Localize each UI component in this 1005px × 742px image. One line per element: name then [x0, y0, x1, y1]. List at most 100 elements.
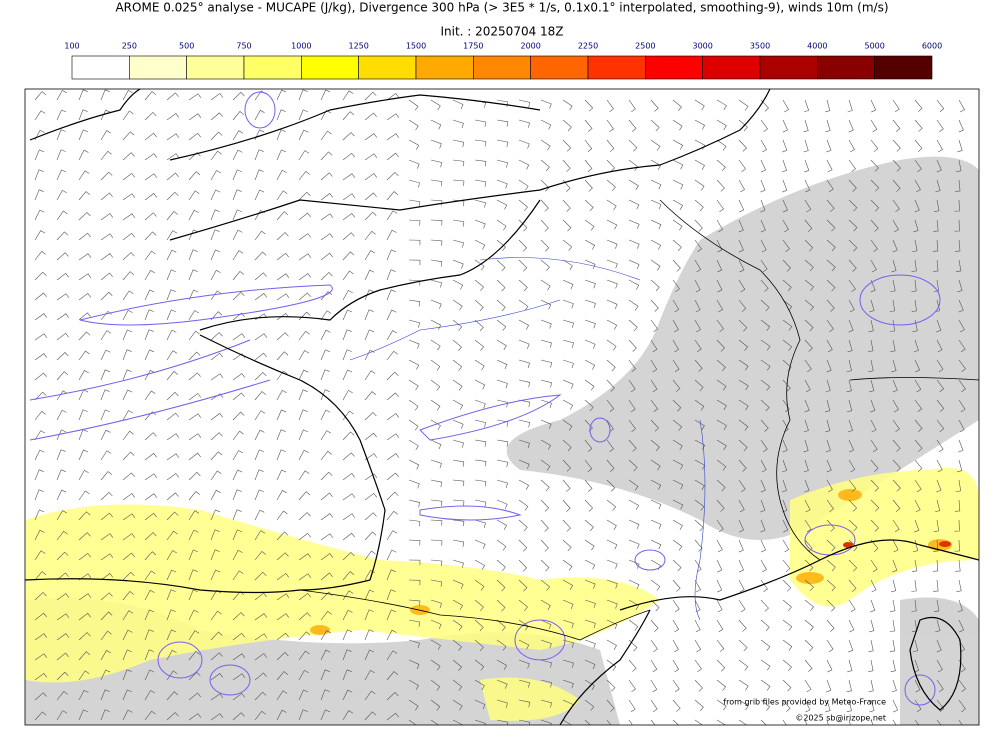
wind-barb [34, 509, 44, 521]
wind-barb [628, 539, 640, 549]
wind-barb [166, 371, 178, 381]
yellow-area [790, 468, 979, 607]
wind-barb [320, 610, 332, 621]
wind-barb [408, 439, 419, 451]
wind-barb [56, 633, 70, 641]
wind-barb [34, 149, 44, 161]
wind-barb [342, 251, 355, 261]
wind-barb [716, 519, 724, 533]
wind-barb [628, 379, 636, 393]
wind-barb [803, 419, 809, 433]
wind-barb [518, 419, 531, 428]
wind-barb [430, 359, 441, 371]
wind-barb [892, 219, 899, 233]
wind-barb [738, 139, 747, 152]
wind-barb [518, 239, 528, 252]
wind-barb [628, 619, 639, 631]
wind-barb [760, 119, 768, 133]
wind-barb [254, 333, 268, 341]
wind-barb [386, 472, 399, 481]
wind-barb [452, 439, 464, 448]
wind-barb [694, 319, 701, 333]
wind-barb [144, 329, 154, 341]
coast [25, 578, 301, 594]
wind-barb [782, 99, 789, 113]
wind-barb [518, 479, 530, 490]
wind-barb [782, 199, 788, 213]
wind-barb [738, 499, 745, 513]
wind-barb [188, 152, 201, 161]
wind-barb [628, 119, 637, 132]
wind-barb [694, 579, 701, 593]
wind-barb [386, 671, 399, 681]
wind-barb [430, 479, 443, 488]
orange-cell [796, 572, 824, 584]
wind-barb [628, 299, 639, 311]
wind-barb [584, 179, 593, 192]
wind-barb [826, 599, 836, 612]
wind-barb [254, 672, 267, 681]
wind-barb [760, 499, 766, 513]
wind-barb [782, 239, 790, 253]
wind-barb [298, 553, 312, 561]
wind-barb [56, 593, 70, 601]
wind-barb [782, 279, 792, 292]
wind-barb [342, 493, 356, 501]
wind-barb [100, 650, 111, 661]
wind-barb [210, 112, 223, 121]
wind-barb [474, 159, 487, 167]
wind-barb [628, 239, 640, 249]
wind-barb [650, 599, 660, 612]
wind-barb [34, 353, 48, 361]
wind-barb [672, 179, 684, 190]
wind-barb [474, 439, 487, 447]
colorbar-bin [358, 55, 417, 80]
wind-barb [804, 339, 813, 352]
wind-barb [803, 99, 810, 113]
wind-barb [540, 379, 553, 388]
wind-barb [694, 299, 701, 313]
wind-barb [848, 579, 857, 592]
wind-barb [166, 473, 180, 481]
wind-barb [672, 139, 684, 150]
wind-barb [408, 379, 419, 391]
colorbar-bin [186, 55, 245, 80]
wind-barb [955, 259, 962, 272]
wind-barb [298, 631, 311, 641]
colorbar-bin [473, 55, 531, 80]
wind-barb [933, 539, 939, 552]
colorbar-label: 2500 [635, 42, 655, 51]
wind-barb [628, 719, 633, 725]
wind-barb [868, 339, 874, 353]
wind-barb [210, 93, 224, 101]
wind-barb [474, 599, 484, 612]
wind-barb [276, 332, 289, 341]
wind-barb [122, 152, 135, 161]
wind-barb [56, 489, 67, 501]
colorbar-bin [415, 55, 474, 80]
wind-barb [826, 339, 833, 353]
wind-barb [78, 409, 88, 421]
credit: ©2025 sb@irizope.net [795, 714, 886, 723]
wind-barb [430, 579, 443, 587]
wind-barb [672, 119, 683, 131]
wind-barb [958, 619, 965, 633]
wind-barb [716, 219, 723, 233]
wind-barb [870, 719, 874, 725]
wind-barb [650, 359, 658, 373]
contour [419, 394, 562, 441]
wind-barb [232, 373, 246, 381]
wind-barb [848, 259, 857, 272]
wind-barb [452, 479, 465, 487]
wind-barbs [34, 89, 966, 725]
wind-barb [628, 319, 638, 332]
wind-barb [562, 239, 573, 251]
wind-barb [914, 159, 922, 173]
wind-barb [342, 609, 353, 621]
wind-barb [430, 679, 441, 691]
wind-barb [518, 199, 528, 212]
wind-barb [56, 469, 66, 481]
wind-barb [760, 659, 771, 671]
divergence-contours [29, 91, 941, 706]
wind-barb [100, 349, 111, 361]
